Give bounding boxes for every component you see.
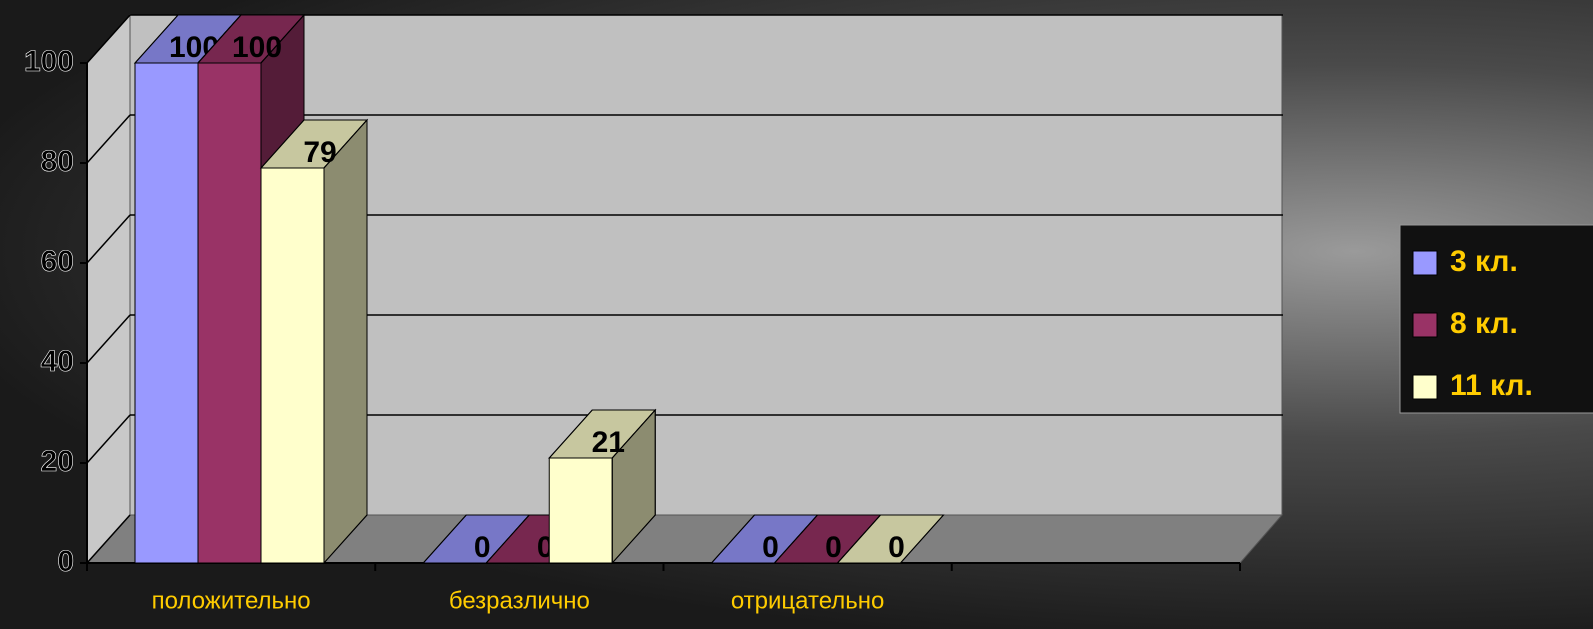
value-label: 100 bbox=[232, 31, 282, 64]
y-tick-label: 60 bbox=[41, 245, 74, 278]
value-label: 0 bbox=[474, 531, 491, 564]
grid-line bbox=[86, 414, 131, 464]
grid-line bbox=[86, 14, 131, 64]
legend-label: 11 кл. bbox=[1450, 369, 1533, 402]
y-tick-label: 80 bbox=[41, 145, 74, 178]
value-label: 21 bbox=[592, 426, 625, 459]
y-tick-label: 40 bbox=[41, 345, 74, 378]
value-label: 0 bbox=[825, 531, 842, 564]
x-tick-label: отрицательно bbox=[731, 587, 885, 614]
value-label: 0 bbox=[762, 531, 779, 564]
x-tick-label: положительно bbox=[152, 587, 311, 614]
legend-label: 8 кл. bbox=[1450, 307, 1518, 340]
y-tick-label: 100 bbox=[24, 45, 74, 78]
y-tick-label: 20 bbox=[41, 445, 74, 478]
value-label: 0 bbox=[888, 531, 905, 564]
bar bbox=[548, 408, 657, 565]
value-label: 79 bbox=[303, 136, 336, 169]
bar bbox=[836, 514, 945, 564]
bar bbox=[259, 118, 369, 565]
legend-swatch bbox=[1412, 374, 1438, 400]
y-tick-label: 0 bbox=[57, 545, 74, 578]
legend-swatch bbox=[1412, 250, 1438, 276]
grid-line bbox=[86, 214, 131, 264]
legend-swatch bbox=[1412, 312, 1438, 338]
grid-line bbox=[86, 314, 131, 364]
x-tick-label: безразлично bbox=[449, 587, 590, 614]
bar bbox=[422, 514, 531, 564]
grid-line bbox=[86, 114, 131, 164]
grid-line bbox=[86, 514, 131, 564]
legend-label: 3 кл. bbox=[1450, 245, 1518, 278]
side-wall bbox=[86, 13, 131, 565]
